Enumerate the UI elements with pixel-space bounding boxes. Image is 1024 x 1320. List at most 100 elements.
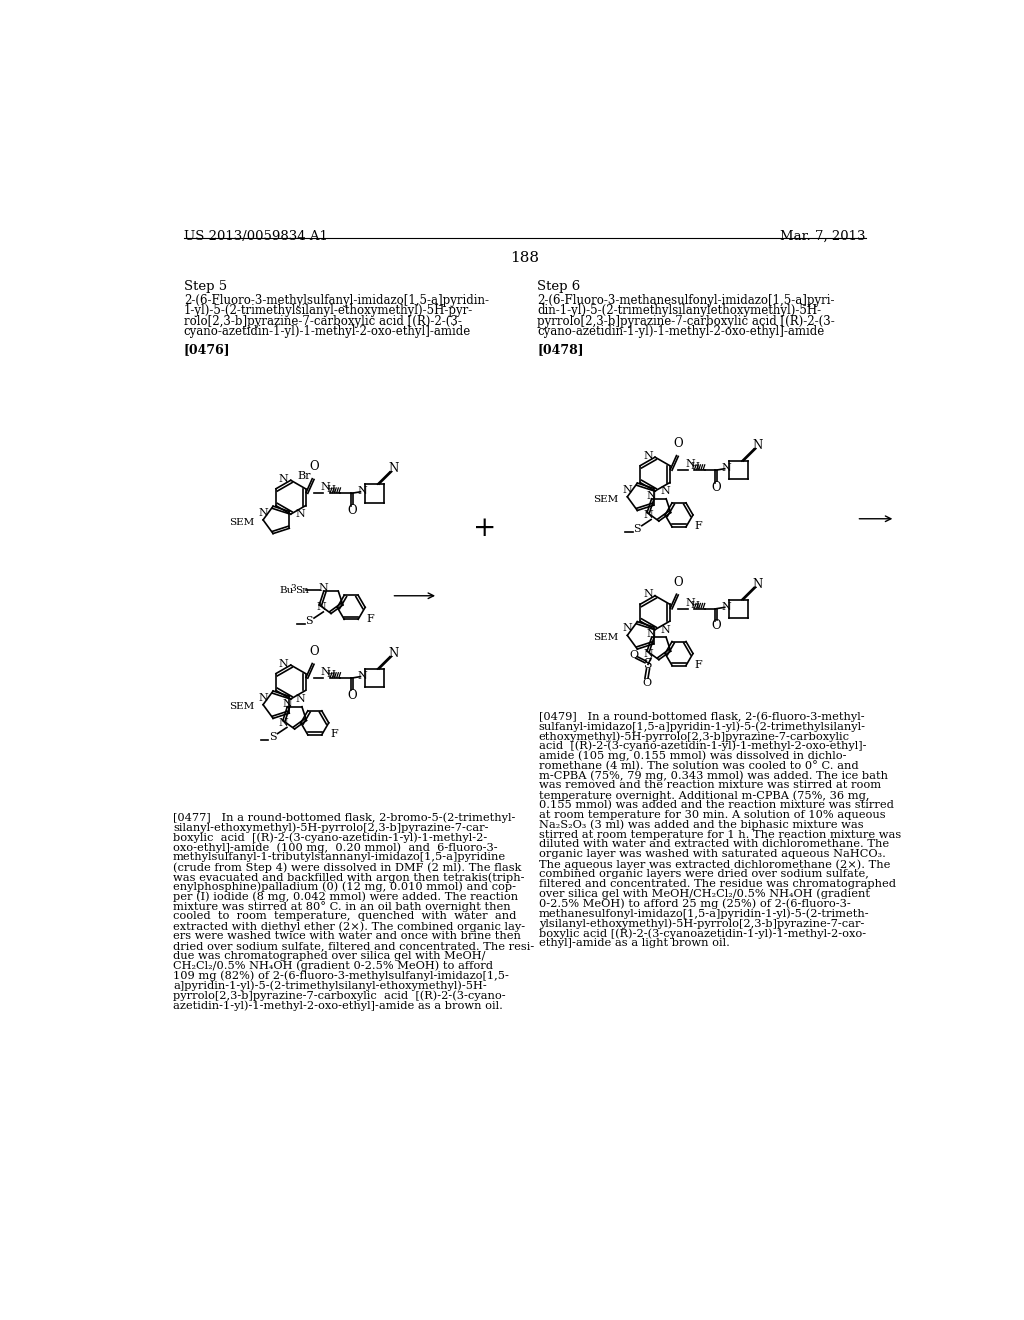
Text: SEM: SEM (229, 702, 254, 711)
Text: [0478]: [0478] (538, 343, 584, 356)
Text: 1-yl)-5-(2-trimethylsilanyl-ethoxymethyl)-5H-pyr-: 1-yl)-5-(2-trimethylsilanyl-ethoxymethyl… (183, 305, 473, 317)
Text: N: N (722, 602, 731, 611)
Text: N: N (279, 659, 289, 668)
Text: (crude from Step 4) were dissolved in DMF (2 ml). The flask: (crude from Step 4) were dissolved in DM… (173, 862, 521, 873)
Text: N: N (623, 623, 632, 634)
Text: was evacuated and backfilled with argon then tetrakis(triph-: was evacuated and backfilled with argon … (173, 873, 524, 883)
Text: Mar. 7, 2013: Mar. 7, 2013 (780, 230, 866, 243)
Text: due was chromatographed over silica gel with MeOH/: due was chromatographed over silica gel … (173, 950, 485, 961)
Text: [0476]: [0476] (183, 343, 230, 356)
Text: diluted with water and extracted with dichloromethane. The: diluted with water and extracted with di… (539, 840, 889, 849)
Text: SEM: SEM (593, 634, 618, 643)
Text: N: N (282, 698, 292, 709)
Text: F: F (331, 730, 338, 739)
Text: ers were washed twice with water and once with brine then: ers were washed twice with water and onc… (173, 931, 521, 941)
Text: Br: Br (297, 471, 310, 480)
Text: +: + (473, 515, 497, 541)
Text: mixture was stirred at 80° C. in an oil bath overnight then: mixture was stirred at 80° C. in an oil … (173, 902, 511, 912)
Text: oxo-ethyl]-amide  (100 mg,  0.20 mmol)  and  6-fluoro-3-: oxo-ethyl]-amide (100 mg, 0.20 mmol) and… (173, 842, 498, 853)
Text: H: H (327, 484, 336, 494)
Text: N: N (296, 510, 306, 519)
Text: organic layer was washed with saturated aqueous NaHCO₃.: organic layer was washed with saturated … (539, 849, 886, 859)
Text: N: N (316, 602, 326, 612)
Text: boxylic acid [(R)-2-(3-cyanoazetidin-1-yl)-1-methyl-2-oxo-: boxylic acid [(R)-2-(3-cyanoazetidin-1-y… (539, 928, 866, 939)
Text: enylphosphine)palladium (0) (12 mg, 0.010 mmol) and cop-: enylphosphine)palladium (0) (12 mg, 0.01… (173, 882, 516, 892)
Text: N: N (660, 624, 670, 635)
Text: silanyl-ethoxymethyl)-5H-pyrrolo[2,3-b]pyrazine-7-car-: silanyl-ethoxymethyl)-5H-pyrrolo[2,3-b]p… (173, 822, 488, 833)
Text: O: O (347, 689, 356, 702)
Text: N: N (722, 463, 731, 473)
Text: N: N (258, 508, 267, 517)
Text: O: O (674, 576, 683, 589)
Text: F: F (694, 521, 702, 532)
Text: N: N (753, 578, 763, 591)
Text: amide (105 mg, 0.155 mmol) was dissolved in dichlo-: amide (105 mg, 0.155 mmol) was dissolved… (539, 751, 846, 762)
Text: 109 mg (82%) of 2-(6-fluoro-3-methylsulfanyl-imidazo[1,5-: 109 mg (82%) of 2-(6-fluoro-3-methylsulf… (173, 970, 509, 981)
Text: a]pyridin-1-yl)-5-(2-trimethylsilanyl-ethoxymethyl)-5H-: a]pyridin-1-yl)-5-(2-trimethylsilanyl-et… (173, 981, 486, 991)
Text: S: S (305, 616, 313, 626)
Text: O: O (712, 480, 721, 494)
Text: ylsilanyl-ethoxymethyl)-5H-pyrrolo[2,3-b]pyrazine-7-car-: ylsilanyl-ethoxymethyl)-5H-pyrrolo[2,3-b… (539, 919, 864, 929)
Text: S: S (634, 524, 641, 533)
Text: The aqueous layer was extracted dichloromethane (2×). The: The aqueous layer was extracted dichloro… (539, 859, 890, 870)
Text: N: N (318, 583, 328, 593)
Text: per (I) iodide (8 mg, 0.042 mmol) were added. The reaction: per (I) iodide (8 mg, 0.042 mmol) were a… (173, 892, 518, 903)
Text: O: O (643, 677, 652, 688)
Text: O: O (712, 619, 721, 632)
Text: was removed and the reaction mixture was stirred at room: was removed and the reaction mixture was… (539, 780, 881, 791)
Text: rolo[2,3-b]pyrazine-7-carboxylic acid [(R)-2-(3-: rolo[2,3-b]pyrazine-7-carboxylic acid [(… (183, 314, 462, 327)
Text: 0.155 mmol) was added and the reaction mixture was stirred: 0.155 mmol) was added and the reaction m… (539, 800, 894, 810)
Text: romethane (4 ml). The solution was cooled to 0° C. and: romethane (4 ml). The solution was coole… (539, 760, 858, 771)
Text: azetidin-1-yl)-1-methyl-2-oxo-ethyl]-amide as a brown oil.: azetidin-1-yl)-1-methyl-2-oxo-ethyl]-ami… (173, 1001, 503, 1011)
Text: over silica gel with MeOH/CH₂Cl₂/0.5% NH₄OH (gradient: over silica gel with MeOH/CH₂Cl₂/0.5% NH… (539, 888, 869, 899)
Text: N: N (643, 450, 653, 461)
Text: SEM: SEM (229, 517, 254, 527)
Text: N: N (646, 491, 656, 500)
Text: 188: 188 (510, 251, 540, 265)
Text: Step 6: Step 6 (538, 280, 581, 293)
Text: F: F (694, 660, 702, 671)
Text: O: O (309, 645, 318, 659)
Text: 2-(6-Fluoro-3-methylsulfanyl-imidazo[1,5-a]pyridin-: 2-(6-Fluoro-3-methylsulfanyl-imidazo[1,5… (183, 294, 488, 308)
Text: sulfanyl-imidazo[1,5-a]pyridin-1-yl)-5-(2-trimethylsilanyl-: sulfanyl-imidazo[1,5-a]pyridin-1-yl)-5-(… (539, 721, 865, 731)
Text: N: N (321, 482, 331, 492)
Text: N: N (643, 589, 653, 599)
Text: ethoxymethyl)-5H-pyrrolo[2,3-b]pyrazine-7-carboxylic: ethoxymethyl)-5H-pyrrolo[2,3-b]pyrazine-… (539, 731, 850, 742)
Text: CH₂Cl₂/0.5% NH₄OH (gradient 0-2.5% MeOH) to afford: CH₂Cl₂/0.5% NH₄OH (gradient 0-2.5% MeOH)… (173, 961, 493, 972)
Text: cyano-azetidin-1-yl)-1-methyl-2-oxo-ethyl]-amide: cyano-azetidin-1-yl)-1-methyl-2-oxo-ethy… (183, 325, 471, 338)
Text: N: N (753, 440, 763, 453)
Text: dried over sodium sulfate, filtered and concentrated. The resi-: dried over sodium sulfate, filtered and … (173, 941, 535, 950)
Text: cooled  to  room  temperature,  quenched  with  water  and: cooled to room temperature, quenched wit… (173, 911, 516, 921)
Text: US 2013/0059834 A1: US 2013/0059834 A1 (183, 230, 328, 243)
Text: methylsulfanyl-1-tributylstannanyl-imidazo[1,5-a]pyridine: methylsulfanyl-1-tributylstannanyl-imida… (173, 853, 506, 862)
Text: H: H (327, 669, 336, 678)
Text: at room temperature for 30 min. A solution of 10% aqueous: at room temperature for 30 min. A soluti… (539, 810, 886, 820)
Text: Na₂S₂O₃ (3 ml) was added and the biphasic mixture was: Na₂S₂O₃ (3 ml) was added and the biphasi… (539, 820, 863, 830)
Text: N: N (388, 462, 398, 475)
Text: N: N (388, 647, 398, 660)
Text: O: O (309, 461, 318, 474)
Text: N: N (643, 510, 653, 520)
Text: m-CPBA (75%, 79 mg, 0.343 mmol) was added. The ice bath: m-CPBA (75%, 79 mg, 0.343 mmol) was adde… (539, 771, 888, 781)
Text: SEM: SEM (593, 495, 618, 504)
Text: N: N (685, 598, 694, 607)
Text: 3: 3 (291, 585, 296, 594)
Text: N: N (357, 671, 367, 681)
Text: O: O (347, 504, 356, 517)
Text: Bu: Bu (280, 586, 294, 595)
Text: filtered and concentrated. The residue was chromatographed: filtered and concentrated. The residue w… (539, 879, 896, 888)
Text: boxylic  acid  [(R)-2-(3-cyano-azetidin-1-yl)-1-methyl-2-: boxylic acid [(R)-2-(3-cyano-azetidin-1-… (173, 833, 487, 843)
Text: methanesulfonyl-imidazo[1,5-a]pyridin-1-yl)-5-(2-trimeth-: methanesulfonyl-imidazo[1,5-a]pyridin-1-… (539, 908, 869, 919)
Text: 2-(6-Fluoro-3-methanesulfonyl-imidazo[1,5-a]pyri-: 2-(6-Fluoro-3-methanesulfonyl-imidazo[1,… (538, 294, 835, 308)
Text: stirred at room temperature for 1 h. The reaction mixture was: stirred at room temperature for 1 h. The… (539, 829, 901, 840)
Text: S: S (644, 657, 652, 671)
Text: ethyl]-amide as a light brown oil.: ethyl]-amide as a light brown oil. (539, 939, 730, 948)
Text: Sn: Sn (295, 586, 308, 595)
Text: N: N (660, 486, 670, 496)
Text: extracted with diethyl ether (2×). The combined organic lay-: extracted with diethyl ether (2×). The c… (173, 921, 525, 932)
Text: [0477]   In a round-bottomed flask, 2-bromo-5-(2-trimethyl-: [0477] In a round-bottomed flask, 2-brom… (173, 813, 515, 824)
Text: [0479]   In a round-bottomed flask, 2-(6-fluoro-3-methyl-: [0479] In a round-bottomed flask, 2-(6-f… (539, 711, 864, 722)
Text: N: N (357, 486, 367, 496)
Text: N: N (646, 630, 656, 639)
Text: N: N (643, 648, 653, 659)
